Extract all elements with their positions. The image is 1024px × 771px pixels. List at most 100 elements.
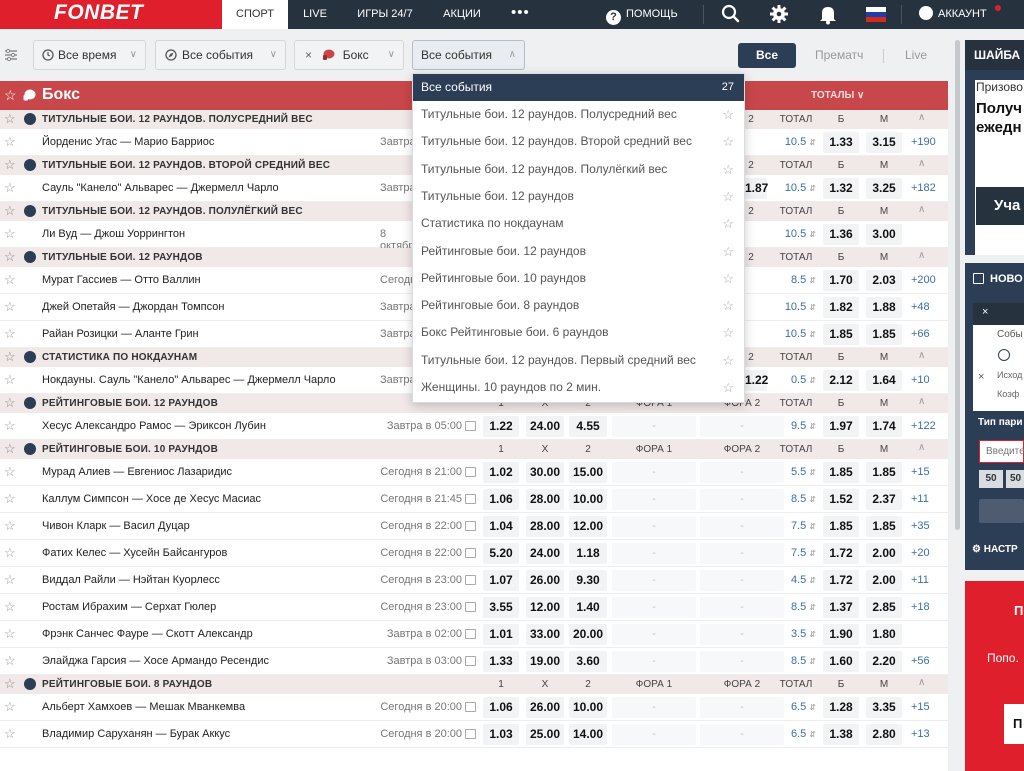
star-icon[interactable]: ☆ — [722, 134, 734, 150]
odds-button[interactable]: 1.03 — [483, 724, 519, 745]
time-filter[interactable]: Все время ∨ — [33, 40, 146, 70]
coupon-close-icon[interactable]: × — [973, 303, 1024, 325]
event-name[interactable]: Хесус Александро Рамос — Эриксон Лубин — [42, 420, 266, 432]
event-name[interactable]: Ли Вуд — Джош Уоррингтон — [42, 228, 186, 240]
odds-button[interactable]: 1.06 — [483, 697, 519, 718]
star-icon[interactable]: ☆ — [722, 161, 734, 177]
more-markets-link[interactable]: +190 — [911, 136, 936, 148]
event-row[interactable]: ☆ Каллум Симпсон — Хосе де Хесус Масиас Се… — [0, 486, 948, 513]
star-icon[interactable]: ☆ — [4, 87, 17, 103]
events-select[interactable]: Все события ∧ — [412, 40, 525, 70]
odds-button[interactable]: 12.00 — [526, 597, 564, 618]
event-name[interactable]: Альберт Хамхоев — Мешак Мванкемва — [42, 701, 246, 713]
event-name[interactable]: Фрэнк Санчес Фауре — Скотт Александр — [42, 628, 253, 640]
dropdown-item[interactable]: Рейтинговые бои. 12 раундов ☆ — [413, 238, 744, 265]
star-icon[interactable]: ☆ — [4, 226, 16, 241]
event-name[interactable]: Ростам Ибрахим — Серхат Гюлер — [42, 601, 217, 613]
odds-button[interactable]: 3.55 — [483, 597, 519, 618]
odds-button[interactable]: 30.00 — [526, 462, 564, 483]
star-icon[interactable]: ☆ — [722, 270, 734, 286]
odds-button[interactable]: 1.52 — [823, 489, 859, 510]
odds-button[interactable]: 3.15 — [866, 132, 902, 153]
event-row[interactable]: ☆ Владимир Саруханян — Бурак Аккус Сегодня… — [0, 721, 948, 748]
event-row[interactable]: ☆ Фрэнк Санчес Фауре — Скотт Александр Зав… — [0, 621, 948, 648]
stats-icon[interactable] — [465, 467, 476, 477]
star-icon[interactable]: ☆ — [722, 107, 734, 122]
more-markets-link[interactable]: +11 — [911, 574, 929, 586]
nav-live[interactable]: LIVE — [303, 8, 327, 20]
stats-icon[interactable] — [465, 702, 476, 712]
remove-icon[interactable]: × — [978, 371, 985, 383]
dropdown-item[interactable]: Рейтинговые бои. 8 раундов ☆ — [413, 292, 744, 319]
event-row[interactable]: ☆ Элайджа Гарсия — Хосе Армандо Ресендис З… — [0, 648, 948, 675]
star-icon[interactable]: ☆ — [722, 188, 734, 204]
account-menu[interactable]: АККАУНТ — [919, 0, 987, 29]
odds-button[interactable]: 28.00 — [526, 516, 564, 537]
mode-all[interactable]: Все — [738, 43, 796, 68]
odds-button[interactable]: 12.00 — [569, 516, 607, 537]
dropdown-item[interactable]: Статистика по нокдаунам ☆ — [413, 210, 744, 237]
total-line[interactable]: 10.5 ⇵ — [770, 301, 816, 313]
odds-button[interactable]: 20.00 — [569, 624, 607, 645]
help-link[interactable]: ? ПОМОЩЬ — [606, 0, 678, 29]
event-name[interactable]: Виддал Райли — Нэйтан Куорлесс — [42, 574, 220, 586]
more-markets-link[interactable]: +10 — [911, 374, 930, 386]
chevron-up-icon[interactable]: ∧ — [918, 442, 926, 453]
red-promo-button[interactable]: П — [1004, 704, 1024, 744]
totals-header[interactable]: ТОТАЛЫ ∨ — [811, 90, 865, 101]
star-icon[interactable]: ☆ — [4, 599, 16, 614]
dropdown-item[interactable]: Титульные бои. 12 раундов. Полулёгкий ве… — [413, 156, 744, 183]
total-line[interactable]: 10.5 ⇵ — [770, 182, 816, 194]
event-row[interactable]: ☆ Ростам Ибрахим — Серхат Гюлер Сегодня в … — [0, 594, 948, 621]
event-name[interactable]: Владимир Саруханян — Бурак Аккус — [42, 728, 231, 740]
event-name[interactable]: Джей Опетайя — Джордан Томпсон — [42, 301, 225, 313]
total-line[interactable]: 10.5 ⇵ — [770, 228, 816, 240]
odds-button[interactable]: 1.33 — [483, 651, 519, 672]
mode-prematch[interactable]: Прематч — [815, 48, 864, 62]
total-line[interactable]: 7.5 ⇵ — [770, 547, 816, 559]
chevron-up-icon[interactable]: ∧ — [918, 112, 926, 123]
flag-ru-icon[interactable] — [866, 7, 886, 22]
total-line[interactable]: 10.5 ⇵ — [770, 136, 816, 148]
odds-button[interactable]: 9.30 — [569, 570, 607, 591]
dropdown-item[interactable]: Бокс Рейтинговые бои. 6 раундов ☆ — [413, 319, 744, 346]
odds-button[interactable]: 14.00 — [569, 724, 607, 745]
chevron-up-icon[interactable]: ∧ — [918, 677, 926, 688]
event-name[interactable]: Элайджа Гарсия — Хосе Армандо Ресендис — [42, 655, 269, 667]
odds-button[interactable]: 1.85 — [866, 462, 902, 483]
star-icon[interactable]: ☆ — [722, 243, 734, 259]
more-markets-link[interactable]: +35 — [911, 520, 930, 532]
total-line[interactable]: 6.5 ⇵ — [770, 728, 816, 740]
events-filter[interactable]: Все события ∨ — [155, 40, 286, 70]
star-icon[interactable]: ☆ — [4, 626, 16, 641]
promo-join-button[interactable]: Уча — [976, 187, 1024, 225]
nav-games[interactable]: ИГРЫ 24/7 — [357, 8, 413, 20]
chevron-up-icon[interactable]: ∧ — [918, 350, 926, 361]
star-icon[interactable]: ☆ — [722, 380, 734, 395]
odds-button[interactable]: 1.72 — [823, 543, 859, 564]
more-menu-icon[interactable]: ••• — [511, 4, 530, 21]
odds-button[interactable]: 1.02 — [483, 462, 519, 483]
odds-button[interactable]: 4.55 — [569, 416, 607, 437]
stats-icon[interactable] — [465, 575, 476, 585]
odds-button[interactable]: 10.00 — [569, 489, 607, 510]
odds-button[interactable]: 1.36 — [823, 224, 859, 245]
nav-promos[interactable]: АКЦИИ — [443, 8, 481, 20]
star-icon[interactable]: ☆ — [4, 491, 16, 506]
dropdown-item[interactable]: Рейтинговые бои. 10 раундов ☆ — [413, 265, 744, 292]
logo[interactable]: FONBET — [0, 0, 222, 29]
star-icon[interactable]: ☆ — [4, 157, 16, 172]
odds-button[interactable]: 1.85 — [866, 516, 902, 537]
odds-button[interactable]: 1.22 — [745, 370, 768, 391]
star-icon[interactable]: ☆ — [4, 418, 16, 433]
stake-chip[interactable]: 50 — [979, 470, 1003, 488]
dropdown-item-all[interactable]: Все события 27 — [413, 74, 744, 101]
more-markets-link[interactable]: +122 — [911, 420, 936, 432]
total-line[interactable]: 0.5 ⇵ — [770, 374, 816, 386]
odds-button[interactable]: 2.37 — [866, 489, 902, 510]
stats-icon[interactable] — [465, 602, 476, 612]
filter-settings-icon[interactable] — [4, 48, 18, 62]
odds-button[interactable]: 1.85 — [823, 516, 859, 537]
search-icon[interactable] — [720, 0, 742, 29]
star-icon[interactable]: ☆ — [4, 203, 16, 218]
